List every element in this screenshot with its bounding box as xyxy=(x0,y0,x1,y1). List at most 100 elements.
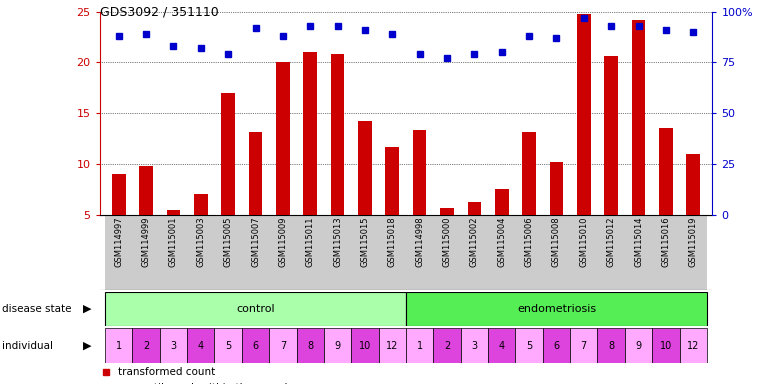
Bar xyxy=(187,328,214,363)
Text: GSM115001: GSM115001 xyxy=(169,217,178,267)
Text: GSM115000: GSM115000 xyxy=(443,217,451,267)
Text: 3: 3 xyxy=(471,341,477,351)
Text: 7: 7 xyxy=(581,341,587,351)
Bar xyxy=(460,215,488,290)
Bar xyxy=(331,54,345,215)
Text: 12: 12 xyxy=(687,341,699,351)
Text: GSM114997: GSM114997 xyxy=(114,217,123,267)
Bar xyxy=(406,215,434,290)
Bar xyxy=(167,210,180,215)
Text: 9: 9 xyxy=(636,341,642,351)
Bar xyxy=(296,328,324,363)
Text: GSM115019: GSM115019 xyxy=(689,217,698,267)
Bar xyxy=(516,328,543,363)
Bar xyxy=(440,208,453,215)
Bar xyxy=(187,215,214,290)
Text: transformed count: transformed count xyxy=(118,367,215,377)
Text: GSM115014: GSM115014 xyxy=(634,217,643,267)
Text: 7: 7 xyxy=(280,341,286,351)
Bar xyxy=(543,215,570,290)
Bar xyxy=(139,166,153,215)
Text: GSM115010: GSM115010 xyxy=(579,217,588,267)
Bar xyxy=(522,132,536,215)
Text: 2: 2 xyxy=(143,341,149,351)
Text: 4: 4 xyxy=(198,341,204,351)
Bar xyxy=(160,328,187,363)
Bar xyxy=(659,127,673,215)
Bar xyxy=(652,328,679,363)
Bar xyxy=(378,215,406,290)
Text: 2: 2 xyxy=(444,341,450,351)
Text: GSM114998: GSM114998 xyxy=(415,217,424,267)
Text: disease state: disease state xyxy=(2,304,71,314)
Bar xyxy=(652,215,679,290)
Bar xyxy=(543,328,570,363)
Text: 1: 1 xyxy=(116,341,122,351)
Text: 9: 9 xyxy=(335,341,341,351)
Bar xyxy=(160,215,187,290)
Bar xyxy=(488,215,516,290)
Bar xyxy=(406,292,707,326)
Bar xyxy=(269,215,296,290)
Bar xyxy=(214,328,242,363)
Text: ▶: ▶ xyxy=(83,304,92,314)
Text: ▶: ▶ xyxy=(83,341,92,351)
Text: 6: 6 xyxy=(253,341,259,351)
Text: 8: 8 xyxy=(307,341,313,351)
Bar xyxy=(467,202,481,215)
Bar xyxy=(105,292,406,326)
Bar xyxy=(112,174,126,215)
Text: GSM115011: GSM115011 xyxy=(306,217,315,267)
Text: 6: 6 xyxy=(553,341,559,351)
Bar xyxy=(679,215,707,290)
Bar xyxy=(686,154,700,215)
Bar xyxy=(242,215,269,290)
Bar xyxy=(269,328,296,363)
Text: percentile rank within the sample: percentile rank within the sample xyxy=(118,383,294,384)
Text: GSM114999: GSM114999 xyxy=(142,217,151,267)
Bar xyxy=(276,62,290,215)
Bar xyxy=(358,121,372,215)
Bar xyxy=(597,328,625,363)
Text: 1: 1 xyxy=(417,341,423,351)
Bar xyxy=(406,328,434,363)
Text: control: control xyxy=(236,304,275,314)
Bar xyxy=(352,328,378,363)
Text: GSM115009: GSM115009 xyxy=(278,217,287,267)
Bar xyxy=(625,215,652,290)
Bar xyxy=(413,129,427,215)
Bar xyxy=(385,147,399,215)
Text: 8: 8 xyxy=(608,341,614,351)
Bar xyxy=(352,215,378,290)
Text: GSM115012: GSM115012 xyxy=(607,217,616,267)
Bar xyxy=(516,215,543,290)
Bar xyxy=(249,132,262,215)
Text: 10: 10 xyxy=(358,341,371,351)
Bar xyxy=(495,189,509,215)
Text: 3: 3 xyxy=(170,341,176,351)
Bar xyxy=(488,328,516,363)
Text: GSM115006: GSM115006 xyxy=(525,217,534,267)
Bar xyxy=(296,215,324,290)
Bar xyxy=(679,328,707,363)
Bar xyxy=(194,194,208,215)
Text: 5: 5 xyxy=(225,341,231,351)
Bar xyxy=(549,162,563,215)
Text: individual: individual xyxy=(2,341,53,351)
Text: GDS3092 / 351110: GDS3092 / 351110 xyxy=(100,6,218,19)
Text: GSM115003: GSM115003 xyxy=(196,217,205,267)
Bar xyxy=(460,328,488,363)
Text: 4: 4 xyxy=(499,341,505,351)
Text: GSM115008: GSM115008 xyxy=(552,217,561,267)
Bar xyxy=(570,215,597,290)
Text: GSM115018: GSM115018 xyxy=(388,217,397,267)
Text: GSM115005: GSM115005 xyxy=(224,217,233,267)
Text: GSM115015: GSM115015 xyxy=(361,217,369,267)
Bar xyxy=(133,215,160,290)
Text: GSM115007: GSM115007 xyxy=(251,217,260,267)
Bar xyxy=(303,52,317,215)
Text: GSM115016: GSM115016 xyxy=(661,217,670,267)
Bar xyxy=(214,215,242,290)
Bar xyxy=(434,215,460,290)
Bar xyxy=(604,56,618,215)
